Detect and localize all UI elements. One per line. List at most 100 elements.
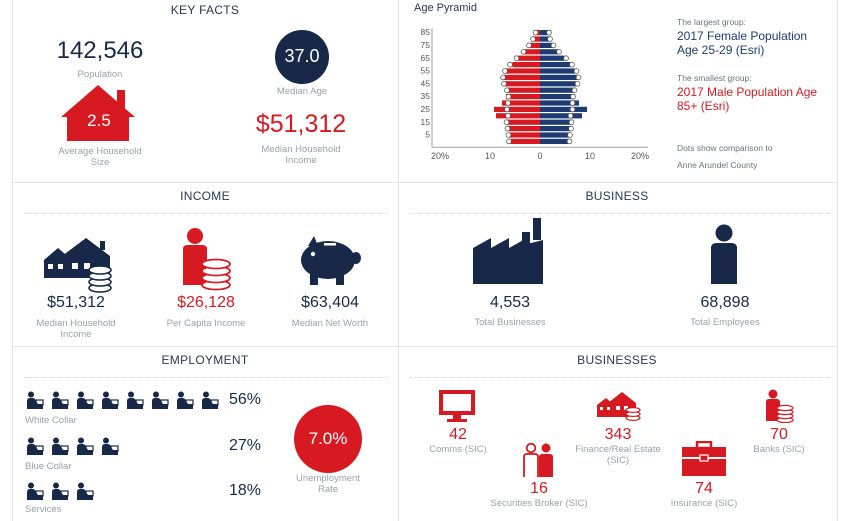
pyramid-dot-county-female — [546, 29, 552, 36]
pyramid-dot-county-female — [567, 132, 573, 138]
pyramid-bar-female — [540, 74, 577, 80]
pyramid-dot-county-female — [567, 113, 574, 119]
median-household-income-label: Median Household Income — [261, 144, 341, 166]
pyramid-dot-county-female — [566, 138, 573, 145]
pyramid-bar-male — [518, 55, 540, 61]
monitor-icon — [439, 390, 475, 422]
white-collar-pct: 56% — [229, 391, 262, 408]
unemployment-circle — [294, 405, 362, 473]
pyramid-bar-male — [525, 49, 540, 55]
pyramid-y-tick: 35 — [421, 91, 431, 101]
business-label-0: Total Businesses — [474, 317, 546, 328]
pyramid-dot-county-female — [570, 93, 576, 100]
median-age-circle — [275, 30, 329, 84]
pyramid-dot-county-male — [526, 42, 532, 49]
business-value-0: 4,553 — [489, 294, 531, 311]
businesses-title-rule — [410, 377, 830, 378]
pyramid-dot-county-female — [550, 42, 557, 49]
services-label: Services — [25, 504, 62, 515]
pyramid-bar-female — [540, 138, 569, 144]
pyramid-bar-female — [540, 87, 575, 93]
pyramid-dot-county-female — [568, 119, 575, 125]
pyramid-dot-county-male — [504, 106, 510, 113]
worker-icon — [76, 391, 94, 409]
factory-icon — [473, 218, 543, 284]
finance-label: Finance/Real Estate (SIC) — [575, 444, 661, 466]
pyramid-dot-county-male — [505, 100, 511, 106]
white-collar-label: White Collar — [25, 415, 77, 426]
pyramid-bar-male — [504, 74, 540, 80]
pyramid-bar-male — [496, 113, 540, 119]
pyramid-bar-male — [494, 106, 540, 112]
pyramid-dot-county-male — [532, 29, 539, 36]
pyramid-dot-county-male — [500, 74, 506, 81]
pyramid-bar-female — [540, 55, 565, 61]
pyramid-bar-female — [540, 113, 582, 119]
pyramid-x-tick: 10 — [485, 151, 495, 161]
pyramid-dot-county-female — [547, 36, 553, 42]
finance-value: 343 — [604, 426, 632, 443]
person-coins-icon — [183, 228, 231, 291]
pyramid-y-tick: 15 — [421, 117, 431, 127]
pyramid-x-tick: 0 — [537, 151, 542, 161]
business-label-1: Total Employees — [690, 317, 760, 328]
worker-icon — [126, 391, 144, 409]
pyramid-bar-male — [509, 132, 540, 138]
pyramid-dot-county-male — [503, 119, 510, 125]
household-size-value: 2.5 — [87, 111, 111, 130]
services-pct: 18% — [229, 482, 262, 499]
pyramid-dot-county-male — [505, 132, 512, 138]
worker-icon — [26, 437, 44, 455]
pyramid-bar-female — [540, 126, 571, 132]
pyramid-dot-county-female — [575, 74, 582, 81]
worker-icon — [51, 391, 69, 409]
business-title-rule — [410, 213, 830, 214]
pyramid-bar-male — [505, 81, 540, 87]
pyramid-dot-county-male — [504, 125, 511, 132]
income-title: INCOME — [180, 189, 230, 203]
pyramid-dot-county-female — [574, 80, 581, 87]
pyramid-bar-female — [540, 81, 576, 87]
key-facts-title: KEY FACTS — [170, 3, 240, 17]
pyramid-bar-female — [540, 30, 551, 36]
blue-collar-pct: 27% — [229, 437, 262, 454]
unemployment-label: Unemployment Rate — [296, 473, 360, 495]
pyramid-bar-female — [540, 119, 573, 125]
pyramid-dot-county-male — [513, 55, 520, 62]
pyramid-bar-female — [540, 100, 579, 106]
household-size-label: Average Household Size — [58, 146, 142, 168]
person-icon — [711, 224, 737, 284]
income-value-0: $51,312 — [47, 294, 105, 311]
worker-icon — [76, 482, 94, 500]
finance-house-icon — [597, 392, 641, 421]
pyramid-bar-male — [532, 36, 540, 42]
dots-note-line-2: Anne Arundel County — [677, 160, 758, 170]
pyramid-bar-male — [512, 62, 540, 68]
worker-icon — [51, 482, 69, 500]
pyramid-bar-male — [529, 42, 540, 48]
dots-note-line-1: Dots show comparison to — [677, 143, 773, 153]
income-value-1: $26,128 — [177, 294, 235, 311]
employment-title: EMPLOYMENT — [161, 353, 249, 367]
pyramid-bar-female — [540, 68, 575, 74]
pyramid-y-tick: 5 — [425, 130, 430, 140]
business-title: BUSINESS — [585, 189, 649, 203]
worker-icon — [201, 391, 219, 409]
horizontal-divider-2 — [12, 346, 838, 347]
pyramid-bar-female — [540, 42, 554, 48]
pyramid-y-tick: 55 — [421, 66, 431, 76]
right-edge — [837, 0, 838, 521]
blue-collar-label: Blue Collar — [25, 461, 72, 472]
pyramid-dot-county-male — [505, 113, 511, 119]
house-icon — [61, 85, 135, 141]
employment-title-rule — [24, 377, 388, 378]
comms-label: Comms (SIC) — [429, 444, 487, 455]
age-pyramid-chart: 85 75 65 55 45 35 25 15 5 20% 10 0 10 20% — [421, 27, 649, 161]
income-label-0: Median Household Income — [36, 318, 116, 340]
pyramid-dot-county-female — [571, 87, 578, 93]
pyramid-dot-county-male — [520, 48, 527, 55]
pyramid-bar-female — [540, 94, 575, 100]
pyramid-dot-county-male — [502, 68, 508, 74]
pyramid-bar-male — [506, 119, 540, 125]
pyramid-y-tick: 65 — [421, 53, 431, 63]
